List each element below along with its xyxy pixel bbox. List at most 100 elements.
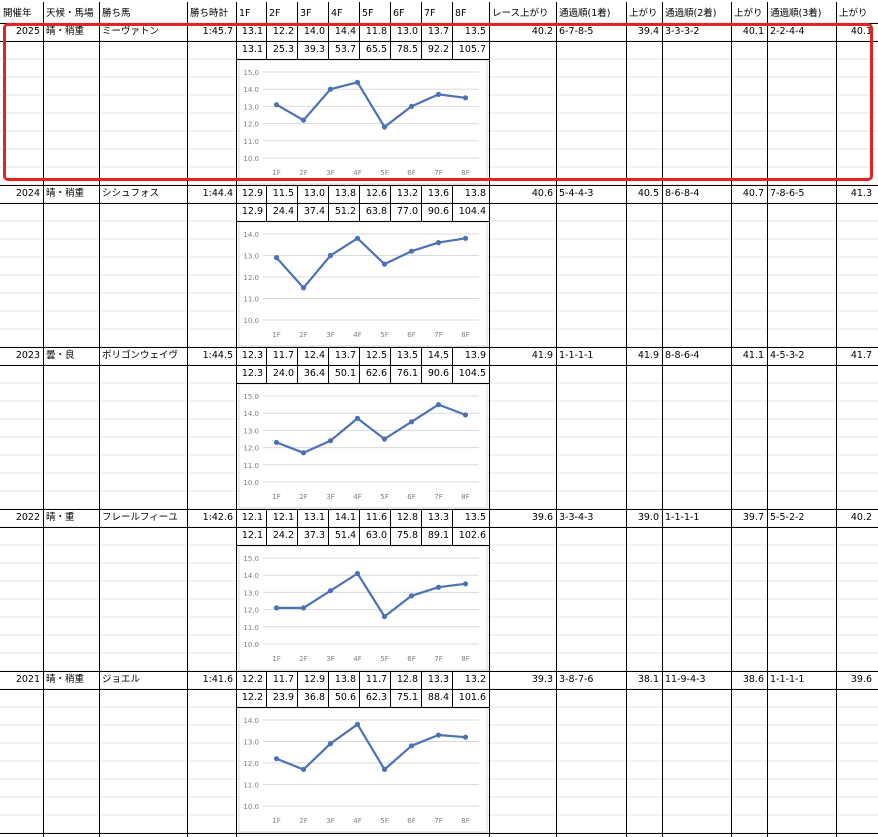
lap-cell: 11.7 — [273, 350, 294, 361]
cumulative-cell: 39.3 — [304, 44, 325, 55]
column-header: 2F — [269, 8, 281, 19]
x-tick-label: 6F — [407, 331, 415, 339]
winner-cell: ミーヴァトン — [102, 25, 159, 37]
lap-cell: 13.1 — [304, 512, 325, 523]
data-point — [408, 743, 415, 749]
agari3-cell: 40.2 — [851, 512, 872, 523]
column-header: 通過順(3着) — [770, 7, 821, 19]
split-chart-2022: 10.0 11.0 12.0 13.0 14.0 15.0 1F 2F 3F 4F 5F 6F 7F 8F — [238, 545, 488, 671]
data-point — [435, 402, 442, 408]
agari1-cell: 39.0 — [638, 512, 659, 523]
data-point — [408, 419, 415, 425]
x-tick-label: 5F — [380, 331, 388, 339]
cumulative-cell: 63.0 — [366, 530, 387, 541]
data-point — [273, 102, 280, 108]
agari1-cell: 41.9 — [638, 350, 659, 361]
pass2-cell: 1-1-1-1 — [665, 512, 699, 523]
cumulative-cell: 75.8 — [397, 530, 418, 541]
x-tick-label: 4F — [353, 331, 361, 339]
y-tick-label: 12.0 — [243, 121, 259, 129]
x-tick-label: 7F — [434, 817, 442, 825]
x-tick-label: 3F — [326, 331, 334, 339]
cumulative-cell: 62.3 — [366, 692, 387, 703]
x-tick-label: 3F — [326, 817, 334, 825]
data-point — [435, 732, 442, 738]
time-cell: 1:45.7 — [203, 26, 233, 37]
data-point — [381, 436, 388, 442]
x-tick-label: 5F — [380, 493, 388, 501]
lap-cell: 12.8 — [397, 674, 418, 685]
agari3-cell: 41.3 — [851, 188, 872, 199]
lap-cell: 13.7 — [335, 350, 356, 361]
lap-cell: 12.8 — [397, 512, 418, 523]
lap-cell: 13.8 — [335, 188, 356, 199]
cumulative-cell: 102.6 — [459, 530, 486, 541]
split-chart-2023: 10.0 11.0 12.0 13.0 14.0 15.0 1F 2F 3F 4F 5F 6F 7F 8F — [238, 383, 488, 509]
lap-cell: 13.0 — [304, 188, 325, 199]
column-header: 8F — [455, 8, 467, 19]
x-tick-label: 6F — [407, 493, 415, 501]
cumulative-cell: 36.4 — [304, 368, 325, 379]
lap-cell: 12.3 — [242, 350, 263, 361]
pass1-cell: 3-3-4-3 — [559, 512, 593, 523]
data-point — [462, 412, 469, 418]
data-point — [462, 581, 469, 587]
lap-cell: 13.5 — [465, 512, 486, 523]
x-tick-label: 2F — [299, 655, 307, 663]
column-header: 1F — [239, 8, 251, 19]
lap-cell: 12.1 — [242, 512, 263, 523]
pass2-cell: 8-8-6-4 — [665, 350, 699, 361]
weather-cell: 晴・稍重 — [46, 187, 85, 199]
data-point — [354, 235, 361, 241]
y-tick-label: 15.0 — [243, 393, 259, 401]
split-chart-2021: 10.0 11.0 12.0 13.0 14.0 1F 2F 3F 4F 5F 6F 7F 8F — [238, 707, 488, 833]
pass3-cell: 7-8-6-5 — [770, 188, 804, 199]
weather-cell: 晴・稍重 — [46, 25, 85, 37]
lap-cell: 13.3 — [428, 674, 449, 685]
race-agari-cell: 39.6 — [532, 512, 553, 523]
pass1-cell: 5-4-4-3 — [559, 188, 593, 199]
series-line — [276, 403, 466, 454]
cumulative-cell: 13.1 — [242, 44, 263, 55]
lap-cell: 12.2 — [273, 26, 294, 37]
pass1-cell: 3-8-7-6 — [559, 674, 593, 685]
cumulative-cell: 37.4 — [304, 206, 325, 217]
agari3-cell: 39.6 — [851, 674, 872, 685]
y-tick-label: 11.0 — [243, 624, 259, 632]
data-point — [408, 248, 415, 254]
x-tick-label: 2F — [299, 493, 307, 501]
lap-cell: 14.1 — [335, 512, 356, 523]
data-point — [354, 79, 361, 85]
data-point — [327, 438, 334, 444]
race-agari-cell: 39.3 — [532, 674, 553, 685]
column-header: 5F — [362, 8, 374, 19]
column-header: 通過順(1着) — [559, 7, 610, 19]
column-header: 上がり — [839, 7, 868, 19]
y-tick-label: 12.0 — [243, 274, 259, 282]
x-tick-label: 5F — [380, 169, 388, 177]
data-point — [354, 570, 361, 577]
y-tick-label: 13.0 — [243, 103, 259, 111]
lap-cell: 13.8 — [465, 188, 486, 199]
agari2-cell: 39.7 — [743, 512, 764, 523]
x-tick-label: 5F — [380, 655, 388, 663]
agari2-cell: 38.6 — [743, 674, 764, 685]
data-point — [381, 124, 388, 130]
cumulative-cell: 50.6 — [335, 692, 356, 703]
x-tick-label: 8F — [461, 493, 469, 501]
y-tick-label: 14.0 — [243, 86, 259, 94]
series-line — [276, 723, 466, 771]
column-header: 上がり — [734, 7, 763, 19]
race-block-2025: 2025 晴・稍重 ミーヴァトン 1:45.7 13.1 13.1 12.2 25.3 14.0… — [16, 25, 872, 55]
x-tick-label: 4F — [353, 169, 361, 177]
data-point — [354, 721, 361, 727]
data-point — [300, 450, 307, 456]
pass3-cell: 5-5-2-2 — [770, 512, 804, 523]
column-header: 通過順(2着) — [665, 7, 716, 19]
lap-cell: 13.2 — [397, 188, 418, 199]
cumulative-cell: 53.7 — [335, 44, 356, 55]
cumulative-cell: 104.4 — [459, 206, 486, 217]
cumulative-cell: 76.1 — [397, 368, 418, 379]
cumulative-cell: 51.4 — [335, 530, 356, 541]
